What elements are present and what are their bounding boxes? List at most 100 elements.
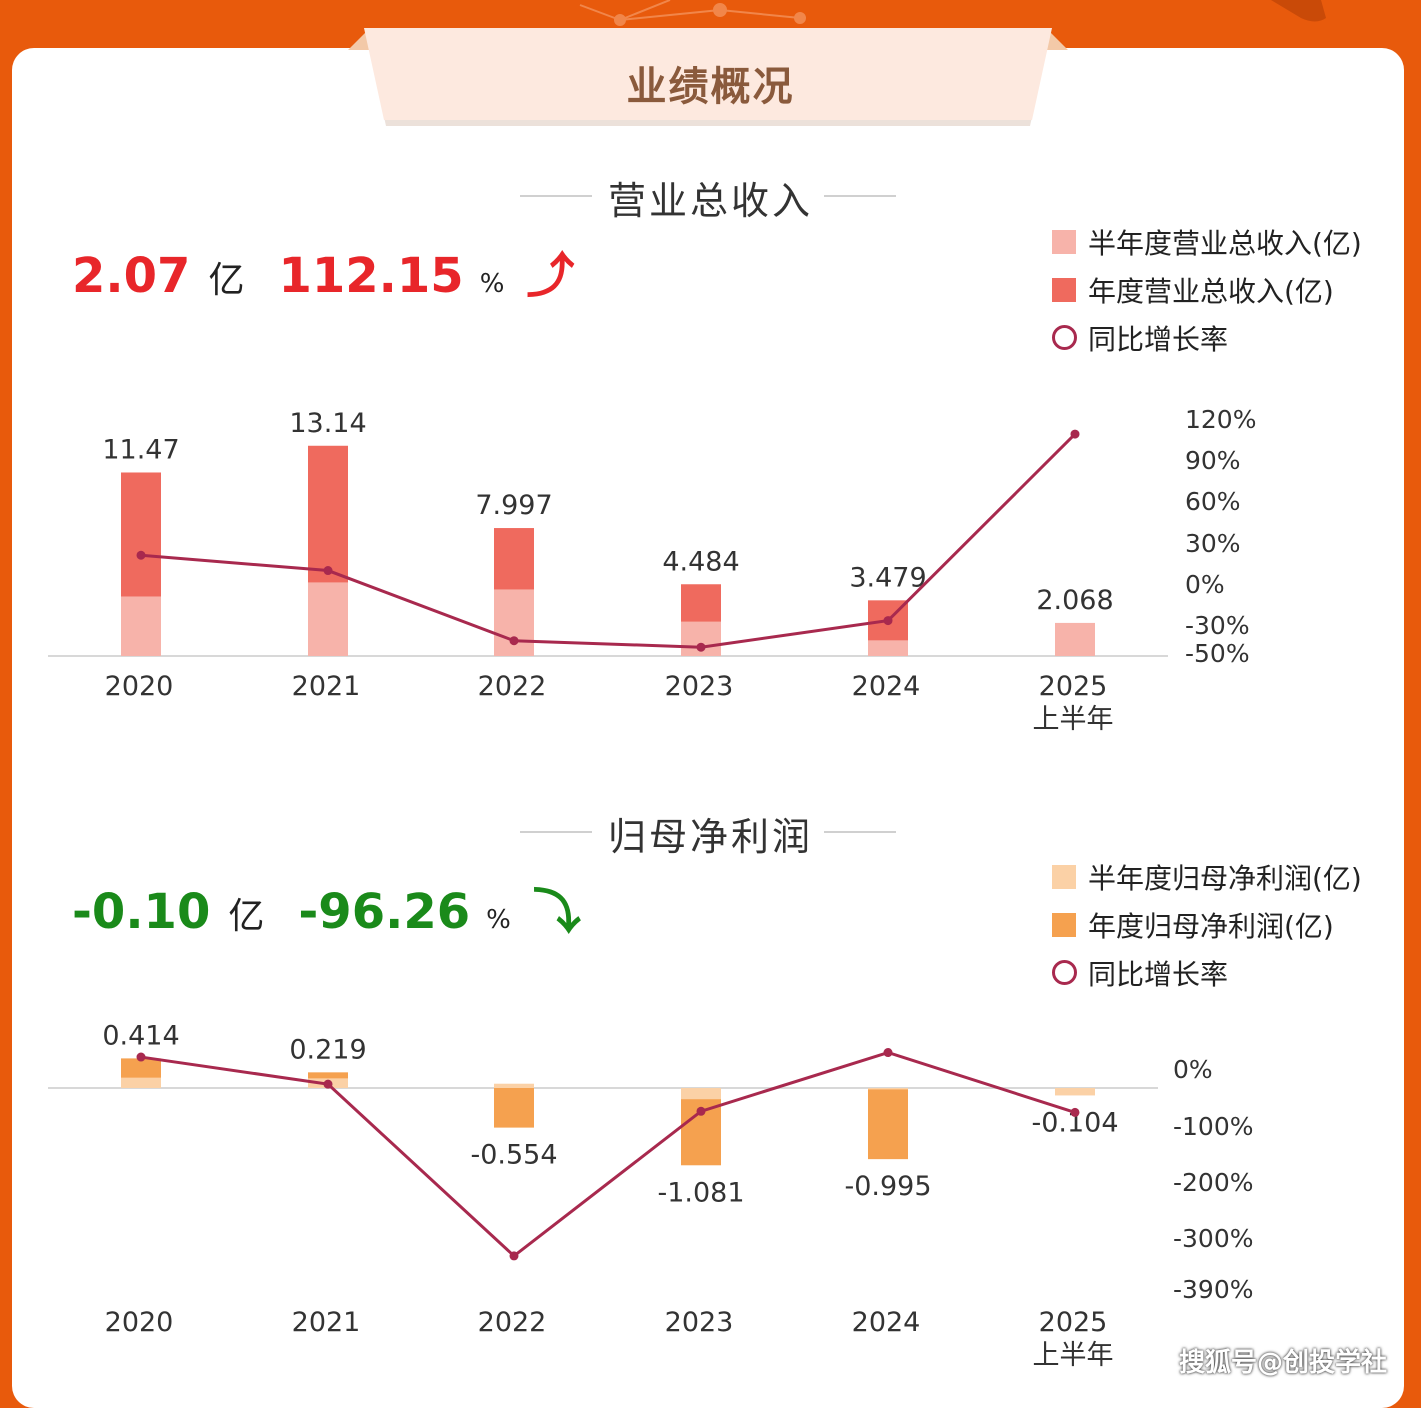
data-label: 3.479 <box>849 562 926 593</box>
bar-annual <box>868 1088 908 1160</box>
legend-label: 半年度归母净利润(亿) <box>1088 862 1362 895</box>
bar-annual <box>494 1088 534 1128</box>
y2-tick-label: 60% <box>1185 487 1241 516</box>
arrow-up-icon: ⤴ <box>526 248 575 304</box>
category-label: 2023 <box>665 671 734 702</box>
profit-kpi-growth: -96.26 <box>298 884 471 940</box>
category-label: 2021 <box>292 671 361 702</box>
y2-tick-label: 90% <box>1185 446 1241 475</box>
header-network-decoration <box>579 0 806 26</box>
category-label: 2025 <box>1039 1307 1108 1338</box>
y2-tick-label: 30% <box>1185 529 1241 558</box>
bar-half <box>1055 1088 1095 1096</box>
growth-rate-point <box>323 1079 333 1089</box>
data-label: 4.484 <box>662 546 739 577</box>
y2-tick-label: -50% <box>1185 639 1250 668</box>
profit-section-title: 归母净利润 <box>607 815 813 859</box>
revenue-kpi-value: 2.07 <box>72 248 191 304</box>
data-label: -0.995 <box>844 1171 931 1202</box>
y2-tick-label: 0% <box>1185 570 1225 599</box>
y2-tick-label: -100% <box>1173 1112 1254 1141</box>
section-divider-right <box>824 831 896 833</box>
data-label: 11.47 <box>102 434 179 465</box>
y2-tick-label: 0% <box>1173 1055 1213 1084</box>
growth-rate-point <box>696 642 706 652</box>
bar-half <box>1055 622 1095 656</box>
data-label: 2.068 <box>1036 585 1113 616</box>
data-label: -1.081 <box>657 1177 744 1208</box>
growth-rate-line <box>140 1050 1076 1258</box>
revenue-chart: 11.47 2020 13.14 2021 7.997 2022 4.484 2023 3.47… <box>48 405 1256 735</box>
section-divider-left <box>520 195 592 197</box>
section-divider-left <box>520 831 592 833</box>
bar-half <box>494 1083 534 1088</box>
category-label: 上半年 <box>1033 704 1114 735</box>
bar-annual <box>681 1088 721 1166</box>
data-label: -0.554 <box>470 1140 557 1171</box>
corner-decoration <box>1271 0 1326 22</box>
category-label: 2024 <box>852 1307 921 1338</box>
y2-tick-label: -390% <box>1173 1275 1254 1304</box>
legend-swatch-annual <box>1052 278 1076 302</box>
profit-kpi-value: -0.10 <box>72 884 211 940</box>
data-label: 13.14 <box>289 408 366 439</box>
legend-swatch-half <box>1052 230 1076 254</box>
category-label: 2024 <box>852 671 921 702</box>
section-divider-right <box>824 195 896 197</box>
category-label: 2025 <box>1039 671 1108 702</box>
category-label: 2022 <box>478 671 547 702</box>
y2-tick-label: 120% <box>1185 405 1256 434</box>
growth-rate-point <box>323 566 333 576</box>
content-card <box>12 48 1404 1408</box>
bar-half <box>121 1077 161 1088</box>
legend-swatch-half <box>1052 865 1076 889</box>
growth-rate-point <box>509 636 519 646</box>
watermark: 搜狐号@创投学社 <box>1178 1348 1387 1378</box>
legend-swatch-annual <box>1052 913 1076 937</box>
profit-kpi-unit: 亿 <box>228 896 265 937</box>
growth-rate-point <box>136 1052 146 1062</box>
page-title: 业绩概况 <box>626 64 795 110</box>
arrow-down-icon: ⤵ <box>532 884 581 940</box>
y2-tick-label: -200% <box>1173 1168 1254 1197</box>
legend-label: 同比增长率 <box>1088 958 1229 991</box>
legend-label: 年度营业总收入(亿) <box>1088 275 1334 308</box>
category-label: 上半年 <box>1033 1340 1114 1371</box>
growth-rate-point <box>1070 1107 1080 1117</box>
growth-rate-point <box>509 1251 519 1261</box>
bar-half <box>121 596 161 656</box>
y2-tick-label: -30% <box>1185 611 1250 640</box>
legend-label: 半年度营业总收入(亿) <box>1088 227 1362 260</box>
bar-half <box>868 1088 908 1090</box>
data-label: 0.414 <box>102 1020 179 1051</box>
profit-kpi: -0.10 亿 -96.26% ⤵ <box>72 872 581 942</box>
category-label: 2020 <box>105 671 174 702</box>
legend-ring-icon <box>1052 325 1077 350</box>
growth-rate-point <box>696 1106 706 1116</box>
revenue-section-title: 营业总收入 <box>607 179 813 223</box>
growth-rate-point <box>1070 429 1080 439</box>
category-label: 2021 <box>292 1307 361 1338</box>
legend-label: 同比增长率 <box>1088 323 1229 356</box>
category-label: 2023 <box>665 1307 734 1338</box>
category-label: 2020 <box>105 1307 174 1338</box>
data-label: 7.997 <box>475 490 552 521</box>
revenue-kpi-percent-sign: % <box>479 269 505 299</box>
growth-rate-point <box>883 616 893 626</box>
data-label: 0.219 <box>289 1034 366 1065</box>
title-banner <box>348 28 1068 126</box>
growth-rate-point <box>883 1048 893 1058</box>
growth-rate-point <box>136 550 146 560</box>
revenue-kpi: 2.07 亿 112.15% ⤴ <box>72 236 574 306</box>
bar-half <box>308 582 348 656</box>
bar-half <box>681 1088 721 1100</box>
category-label: 2022 <box>478 1307 547 1338</box>
legend-label: 年度归母净利润(亿) <box>1088 910 1334 943</box>
legend-ring-icon <box>1052 960 1077 985</box>
growth-rate-line <box>140 433 1077 649</box>
profit-kpi-percent-sign: % <box>486 905 511 935</box>
revenue-kpi-unit: 亿 <box>208 260 245 301</box>
y2-tick-label: -300% <box>1173 1224 1254 1253</box>
bar-half <box>868 640 908 656</box>
